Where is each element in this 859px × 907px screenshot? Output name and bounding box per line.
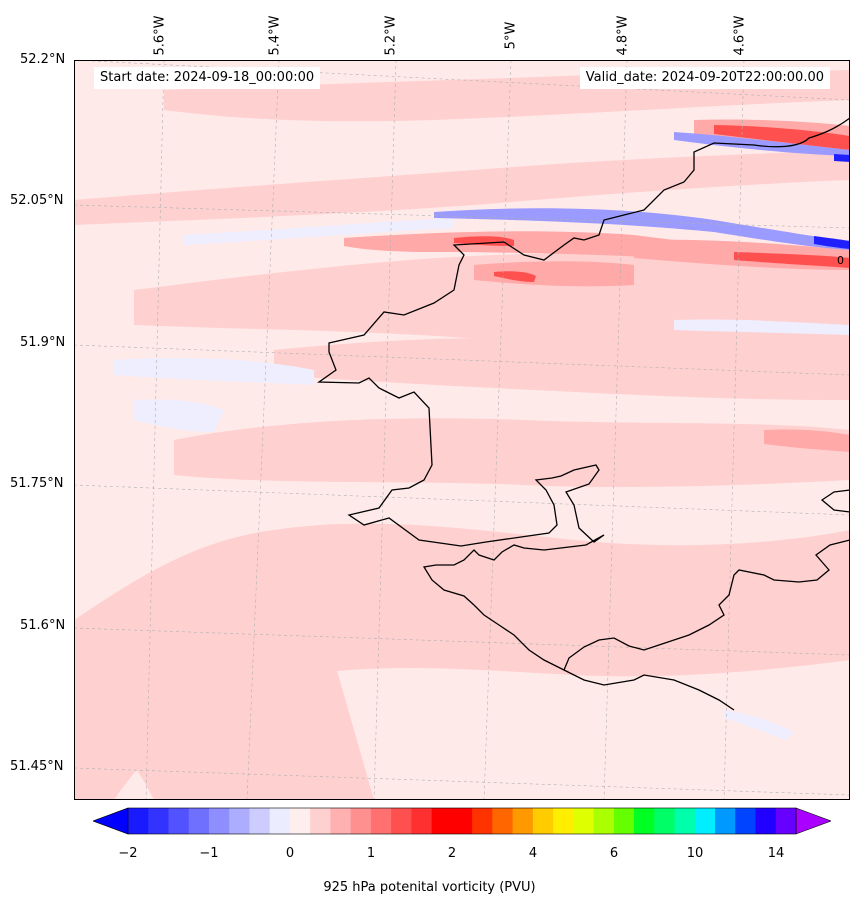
colorbar-swatch — [553, 808, 574, 834]
pv-minimum — [674, 319, 850, 335]
colorbar-swatch — [431, 808, 453, 834]
colorbar-swatch — [451, 808, 473, 834]
colorbar-swatch — [229, 808, 250, 834]
pv-band — [174, 418, 850, 488]
colorbar-tick-label: 1 — [366, 846, 376, 861]
pv-minimum — [114, 358, 314, 385]
contour-label: 0 — [837, 254, 844, 267]
lat-tick-label: 51.75°N — [10, 476, 64, 491]
colorbar-swatch — [128, 808, 149, 834]
start-date-label: Start date: 2024-09-18_00:00:00 — [94, 67, 321, 89]
colorbar-tick-label: −2 — [118, 846, 138, 861]
pv-field: 0 — [74, 60, 850, 800]
colorbar-swatch — [188, 808, 210, 834]
pv-band — [474, 261, 634, 287]
lat-tick-label: 51.6°N — [20, 618, 66, 633]
colorbar-swatch — [512, 808, 534, 834]
colorbar-tick-label: 14 — [767, 846, 785, 861]
pv-band — [74, 150, 850, 225]
colorbar-swatch — [168, 808, 190, 834]
colorbar-min-extend — [93, 807, 129, 835]
pv-minimum — [674, 132, 850, 156]
colorbar-tick-label: 2 — [447, 846, 457, 861]
lat-tick-label: 51.9°N — [20, 335, 66, 350]
colorbar-swatch — [391, 808, 412, 834]
colorbar-label: 925 hPa potenital vorticity (PVU) — [323, 880, 536, 895]
pv-minimum — [184, 218, 454, 245]
lat-tick-label: 52.2°N — [20, 52, 66, 67]
colorbar-swatch — [208, 808, 230, 834]
pv-band — [274, 338, 850, 400]
colorbar-swatch — [269, 808, 291, 834]
pv-minimum — [134, 399, 224, 432]
colorbar-max-extend — [795, 807, 831, 835]
colorbar-swatch — [289, 808, 311, 834]
colorbar-swatch — [735, 808, 757, 834]
colorbar-tick-label: 0 — [285, 846, 295, 861]
pv-minimum — [834, 154, 850, 162]
colorbar-tick-label: −1 — [199, 846, 219, 861]
lon-tick-label: 5°W — [503, 21, 519, 50]
pv-band — [344, 231, 714, 260]
colorbar — [93, 807, 831, 835]
colorbar-swatch — [573, 808, 595, 834]
colorbar-swatch — [472, 808, 493, 834]
colorbar-swatch — [310, 808, 331, 834]
pv-minimum — [724, 710, 794, 740]
lon-tick-label: 5.6°W — [152, 15, 168, 56]
colorbar-swatch — [350, 808, 372, 834]
pv-band — [74, 656, 374, 800]
colorbar-tick-label: 4 — [528, 846, 538, 861]
colorbar-swatch — [674, 808, 696, 834]
lon-tick-label: 5.2°W — [383, 15, 399, 56]
colorbar-swatch — [532, 808, 554, 834]
colorbar-tick-label: 10 — [686, 846, 704, 861]
pv-minimum — [814, 236, 850, 249]
colorbar-swatch — [492, 808, 514, 834]
pv-band — [134, 253, 850, 360]
colorbar-tick-label: 6 — [609, 846, 619, 861]
colorbar-swatch — [634, 808, 655, 834]
colorbar-swatch — [370, 808, 392, 834]
lon-tick-label: 4.8°W — [615, 15, 631, 56]
lon-tick-label: 5.4°W — [267, 15, 283, 56]
colorbar-swatch — [330, 808, 352, 834]
colorbar-swatch — [613, 808, 635, 834]
valid-date-label: Valid_date: 2024-09-20T22:00:00.00 — [579, 67, 830, 89]
colorbar-border — [127, 807, 797, 835]
colorbar-swatch — [411, 808, 433, 834]
pv-maximum — [494, 271, 536, 282]
coastline — [820, 489, 850, 513]
colorbar-swatch — [715, 808, 736, 834]
colorbar-swatch — [775, 808, 797, 834]
colorbar-swatch — [593, 808, 615, 834]
colorbar-swatch — [249, 808, 271, 834]
lat-tick-label: 51.45°N — [10, 759, 64, 774]
coastline — [317, 117, 850, 711]
pv-band — [764, 429, 850, 452]
colorbar-swatch — [694, 808, 716, 834]
coastline — [563, 539, 850, 671]
colorbar-swatch — [755, 808, 777, 834]
lon-tick-label: 4.6°W — [732, 15, 748, 56]
colorbar-swatch — [654, 808, 676, 834]
map-panel[interactable]: 0 Start date: 2024-09-18_00:00:00 Valid_… — [74, 60, 850, 800]
pv-maximum — [734, 252, 850, 268]
colorbar-swatch — [148, 808, 169, 834]
pv-band — [74, 523, 850, 800]
lat-tick-label: 52.05°N — [10, 193, 64, 208]
pv-maximum — [714, 125, 850, 150]
